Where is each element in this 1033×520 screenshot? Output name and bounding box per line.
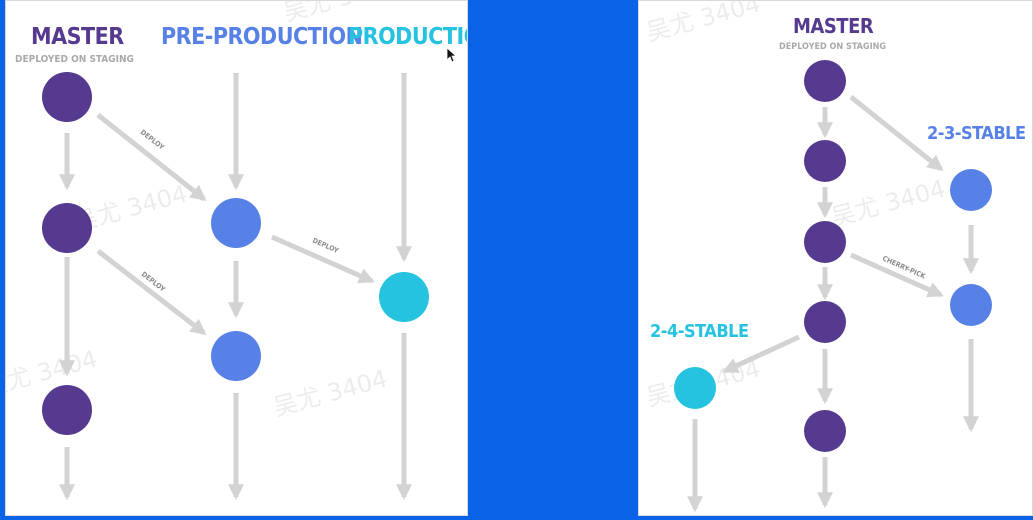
watermark: 吴尤 3404 <box>643 1 763 47</box>
deploy-arrow-2 <box>96 249 207 335</box>
stable-2-3-heading: 2-3-STABLE <box>927 123 1026 144</box>
pre-production-heading: PRE-PRODUCTION <box>161 24 362 50</box>
watermark: 吴尤 3404 <box>828 175 948 232</box>
master-commit-node <box>804 60 846 102</box>
left-diagram-panel: 吴尤 3404 吴尤 3404 吴尤 3404 吴尤 3404 MASTER D… <box>5 0 468 516</box>
master-heading: MASTER <box>31 24 124 50</box>
right-diagram-canvas: 吴尤 3404 吴尤 3404 吴尤 3404 MASTER DEPLOYED … <box>643 1 1026 513</box>
branch-arrow-2-4-stable <box>722 334 801 374</box>
master-commit-node <box>42 203 92 253</box>
stable-2-4-commit-node <box>674 367 716 409</box>
master-subtitle: DEPLOYED ON STAGING <box>15 54 134 65</box>
master-commit-node <box>804 410 846 452</box>
deploy-arrow-3 <box>270 234 375 284</box>
master-subtitle: DEPLOYED ON STAGING <box>779 42 886 52</box>
master-commit-node <box>804 221 846 263</box>
master-commit-node <box>42 385 92 435</box>
stable-2-3-commit-node <box>950 169 992 211</box>
branch-arrow-2-3-stable <box>849 95 944 171</box>
stable-2-4-heading: 2-4-STABLE <box>650 321 749 342</box>
watermark: 吴尤 3404 <box>280 1 400 27</box>
watermark: 吴尤 3404 <box>270 365 390 422</box>
production-heading: PRODUCTION <box>348 24 468 50</box>
production-commit-node <box>379 272 429 322</box>
pre-production-commit-node <box>211 198 261 248</box>
right-diagram-panel: 吴尤 3404 吴尤 3404 吴尤 3404 MASTER DEPLOYED … <box>638 0 1033 516</box>
stable-2-3-commit-node <box>950 284 992 326</box>
master-commit-node <box>804 140 846 182</box>
master-heading: MASTER <box>793 14 874 38</box>
deploy-label: DEPLOY <box>140 270 167 294</box>
master-commit-node <box>42 72 92 122</box>
left-diagram-canvas: 吴尤 3404 吴尤 3404 吴尤 3404 吴尤 3404 MASTER D… <box>6 1 468 501</box>
pre-production-commit-node <box>211 331 261 381</box>
deploy-label: DEPLOY <box>311 237 340 256</box>
mouse-cursor-icon <box>447 48 457 63</box>
deploy-arrow-1 <box>96 113 207 201</box>
cherry-pick-arrow <box>849 252 944 298</box>
master-commit-node <box>804 301 846 343</box>
